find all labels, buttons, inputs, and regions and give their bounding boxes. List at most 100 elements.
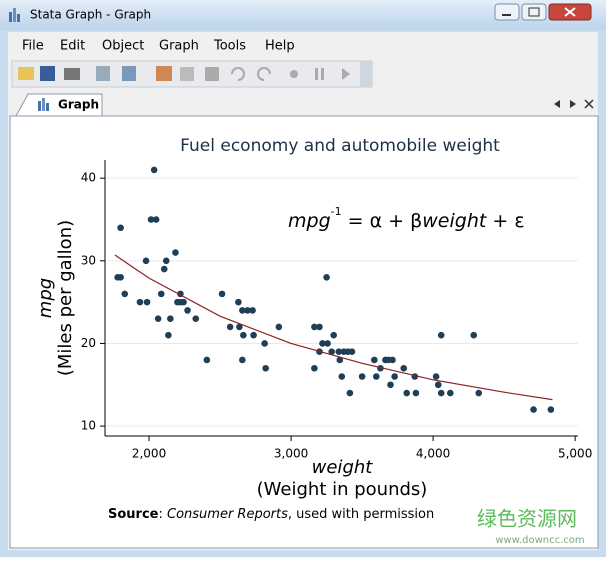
point (400, 364, 408, 372)
y-tick-label: 30 (81, 253, 96, 267)
x-tick-label: 4,000 (416, 447, 450, 461)
point (180, 298, 187, 306)
equation-part: = α + β (342, 210, 423, 232)
x-axis-label: weight (312, 457, 374, 478)
point (475, 389, 483, 397)
note: Source: Consumer Reports, used with perm… (108, 507, 434, 522)
point (162, 257, 170, 265)
chart-title: Fuel economy and automobile weight (180, 136, 500, 156)
point (437, 331, 445, 339)
point (275, 323, 283, 331)
point (389, 356, 396, 364)
point (167, 315, 174, 322)
point (218, 290, 226, 298)
equation-part: + ε (486, 210, 524, 232)
point (239, 307, 246, 314)
point (311, 364, 318, 372)
equation-part: mpg (288, 210, 331, 232)
point (157, 290, 165, 298)
tab-label[interactable]: Graph (58, 98, 99, 112)
point (373, 373, 380, 380)
tab-nav[interactable] (554, 99, 594, 109)
point (165, 331, 172, 339)
point (530, 406, 537, 413)
point (358, 373, 366, 380)
menu-item[interactable]: Graph (159, 39, 199, 54)
note-part: : (158, 507, 167, 522)
point (236, 323, 243, 331)
point (136, 298, 144, 306)
app-icon (9, 8, 20, 22)
point (235, 298, 242, 306)
y-tick-label: 40 (81, 171, 96, 185)
point (226, 323, 234, 331)
menu-item[interactable]: Help (265, 39, 295, 54)
equation: mpg-1 = α + βweight + ε (288, 205, 525, 232)
menu-item[interactable]: Tools (213, 39, 246, 54)
point (147, 216, 155, 223)
point (262, 364, 269, 372)
point (249, 307, 256, 314)
point (172, 249, 179, 256)
window-controls[interactable] (494, 3, 592, 21)
point (239, 356, 246, 364)
point (328, 348, 335, 356)
window-title: Stata Graph - Graph (30, 8, 151, 22)
y-tick-label: 10 (81, 419, 96, 433)
point (547, 406, 555, 413)
point (470, 331, 478, 339)
point (412, 389, 420, 397)
point (338, 373, 346, 380)
point (142, 257, 150, 265)
point (335, 348, 343, 356)
equation-part: weight (422, 210, 488, 232)
point (184, 307, 191, 314)
menu-bar: File Edit Object Graph Tools Help (22, 39, 295, 54)
point (203, 356, 211, 364)
point (121, 290, 129, 298)
point (323, 274, 330, 281)
point (348, 348, 356, 356)
point (117, 274, 124, 281)
point (152, 216, 160, 223)
point (319, 340, 326, 347)
watermark-url: www.downcc.com (495, 535, 584, 546)
menu-item[interactable]: File (22, 39, 44, 54)
point (143, 298, 151, 306)
point (371, 356, 378, 364)
point (432, 373, 440, 380)
point (261, 340, 268, 347)
point (437, 389, 445, 397)
point (150, 166, 158, 174)
point (316, 323, 323, 331)
point (117, 224, 124, 232)
point (160, 265, 168, 273)
point (324, 340, 331, 347)
point (403, 389, 410, 397)
point (311, 323, 318, 331)
point (240, 331, 247, 339)
point (447, 389, 454, 397)
point (434, 381, 442, 389)
point (387, 381, 394, 389)
x-tick-label: 2,000 (132, 447, 166, 461)
point (154, 315, 162, 322)
x-tick-label: 3,000 (274, 447, 308, 461)
y-axis-label: (Miles per gallon) (55, 220, 76, 376)
menu-item[interactable]: Object (102, 39, 144, 54)
x-tick-label: 5,000 (558, 447, 592, 461)
point (192, 315, 200, 322)
toolbar[interactable] (11, 60, 373, 88)
graph-pane (9, 115, 599, 549)
tab[interactable]: Graph (15, 93, 103, 117)
note-part: , used with permission (288, 507, 434, 522)
note-part: Consumer Reports (167, 507, 288, 522)
x-axis-label: (Weight in pounds) (257, 479, 428, 500)
watermark: 绿色资源网 (477, 507, 577, 531)
point (346, 389, 354, 397)
point (391, 373, 398, 380)
point (330, 331, 337, 339)
menu-item[interactable]: Edit (60, 39, 85, 54)
y-axis-label: mpg (35, 278, 56, 318)
